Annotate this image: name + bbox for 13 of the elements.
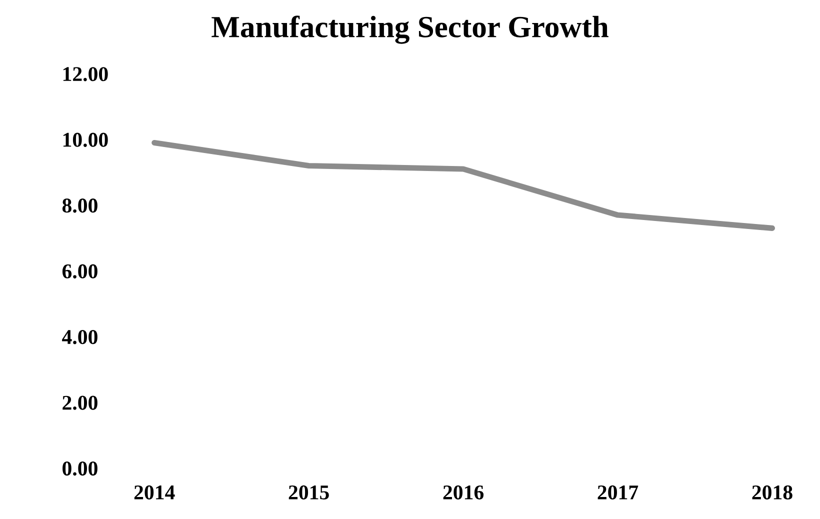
- chart-title: Manufacturing Sector Growth: [212, 16, 608, 44]
- y-tick-label: 0.00: [62, 462, 98, 476]
- x-tick-label: 2014: [134, 485, 175, 500]
- y-tick-label: 6.00: [62, 264, 98, 278]
- y-tick-label: 10.00: [63, 132, 108, 147]
- y-tick-label: 12.00: [63, 67, 108, 82]
- x-tick-label: 2015: [288, 485, 329, 500]
- y-tick-label: 4.00: [62, 330, 98, 344]
- x-tick-label: 2016: [443, 485, 484, 500]
- y-tick-label: 8.00: [62, 198, 98, 213]
- y-tick-label: 2.00: [62, 396, 98, 410]
- x-tick-label: 2017: [598, 485, 638, 500]
- x-tick-label: 2018: [752, 485, 792, 500]
